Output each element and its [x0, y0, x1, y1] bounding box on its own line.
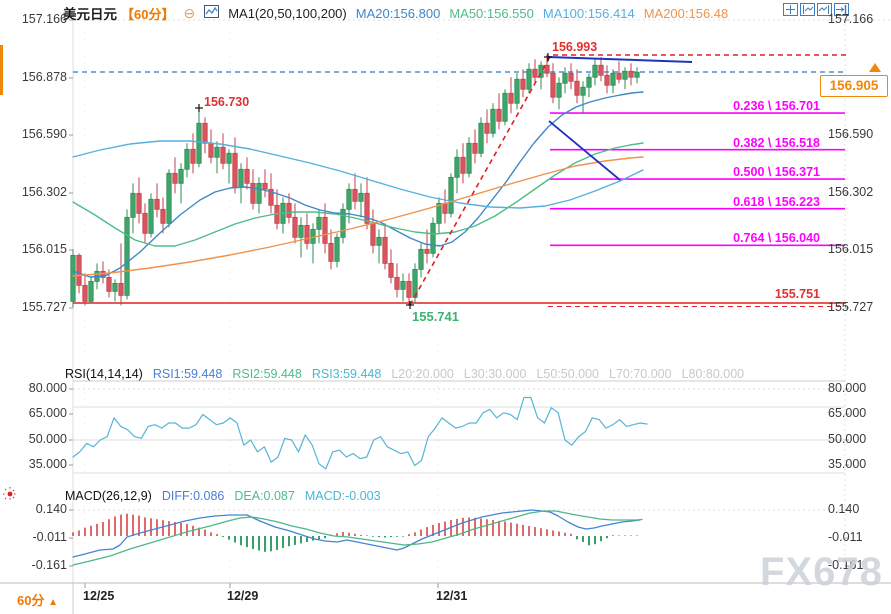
macd-diff-line: [72, 509, 641, 558]
rsi-level-80: L80:80.000: [681, 367, 745, 381]
price-axis-label: 155.727: [828, 300, 874, 314]
current-price-box: 156.905: [820, 75, 888, 97]
price-arrow: [869, 63, 881, 72]
rsi-level-20: L20:20.000: [391, 367, 454, 381]
macd-histogram: [72, 513, 638, 552]
ma200-value: MA200:156.48: [643, 5, 729, 21]
fib-level-label: 0.618 \ 156.223: [733, 195, 820, 209]
watermark: FX678: [760, 550, 883, 594]
rsi-axis-label: 80.000: [28, 381, 67, 395]
axis-left-chart-icon[interactable]: [800, 3, 815, 16]
rsi-level-70: L70:70.000: [609, 367, 672, 381]
ma-line-ma50: [72, 142, 644, 247]
rsi-header: RSI(14,14,14) RSI1:59.448 RSI2:59.448 RS…: [65, 367, 744, 381]
price-axis-label: 156.302: [21, 185, 67, 199]
ma-settings-label: MA1(20,50,100,200): [228, 5, 347, 21]
ma-line-ma200: [72, 156, 644, 277]
macd-title[interactable]: MACD(26,12,9): [65, 489, 152, 503]
macd-header: MACD(26,12,9) DIFF:0.086 DEA:0.087 MACD:…: [65, 489, 381, 503]
price-axis-label: 157.166: [21, 12, 67, 26]
timeframe-text: 60分: [17, 593, 45, 608]
rsi3-value: RSI3:59.448: [311, 367, 382, 381]
diff-value: DIFF:0.086: [161, 489, 225, 503]
collapse-icon[interactable]: ⊖: [183, 4, 196, 21]
chart-header: 美元日元 【60分】 ⊖ MA1(20,50,100,200) MA20:156…: [63, 3, 728, 23]
price-axis-label: 156.015: [21, 242, 67, 256]
price-axis-label: 156.878: [21, 70, 67, 84]
rsi1-value: RSI1:59.448: [152, 367, 223, 381]
macd-axis-label: -0.011: [32, 530, 67, 544]
price-axis-label: 155.727: [21, 300, 67, 314]
low-price-annotation: 155.741: [412, 309, 459, 324]
price-axis-label: 157.166: [828, 12, 874, 26]
snap-right-icon[interactable]: [834, 3, 849, 16]
rsi-axis-label: 50.000: [828, 432, 867, 446]
ma-line-ma100: [72, 140, 644, 209]
alert-blink-icon: [2, 486, 18, 507]
ma100-value: MA100:156.414: [542, 5, 635, 21]
rsi-level-50: L50:50.000: [536, 367, 600, 381]
horizontal-lines: [73, 54, 846, 308]
dea-value: DEA:0.087: [234, 489, 295, 503]
grid-lines: [0, 14, 891, 614]
price-axis-label: 156.590: [828, 127, 874, 141]
candles: [70, 54, 640, 308]
fib-level-label: 0.500 \ 156.371: [733, 165, 820, 179]
fib-level-label: 0.382 \ 156.518: [733, 136, 820, 150]
rsi-axis-label: 80.000: [828, 381, 867, 395]
left-scroll-handle[interactable]: [0, 45, 3, 95]
price-axis-label: 156.590: [21, 127, 67, 141]
chart-toolbar: [783, 3, 849, 16]
rsi-axis-label: 35.000: [28, 457, 67, 471]
macd-value: MACD:-0.003: [304, 489, 381, 503]
macd-axis-label: -0.161: [828, 558, 864, 572]
date-axis-label: 12/25: [83, 589, 115, 603]
up-triangle-icon: ▲: [48, 597, 58, 608]
macd-axis-label: 0.140: [35, 502, 67, 516]
macd-dea-line: [72, 510, 643, 566]
fib-level-label: 0.236 \ 156.701: [733, 99, 820, 113]
price-axis-label: 156.302: [828, 185, 874, 199]
support-price-annotation: 155.751: [774, 287, 820, 301]
rsi-axis-label: 35.000: [828, 457, 867, 471]
price-up-arrow-icon: [869, 63, 881, 72]
swing-high-annotation: 156.730: [204, 95, 250, 109]
fibonacci-lines: [550, 112, 845, 247]
rsi-axis-label: 50.000: [28, 432, 67, 446]
rsi-axis-label: 65.000: [828, 406, 867, 420]
date-axis-label: 12/29: [227, 589, 259, 603]
rsi2-value: RSI2:59.448: [232, 367, 302, 381]
timeframe-selector[interactable]: 60分 ▲: [17, 590, 58, 609]
rsi-axis-label: 65.000: [28, 406, 67, 420]
macd-axis-label: -0.011: [828, 530, 863, 544]
cross-markers: [195, 53, 552, 309]
rsi-level-30: L30:30.000: [463, 367, 527, 381]
trend-lines: [409, 54, 693, 306]
ma20-value: MA20:156.800: [355, 5, 441, 21]
pan-move-icon[interactable]: [783, 3, 798, 16]
ma-line-ma20: [72, 91, 644, 278]
rsi-line: [72, 396, 648, 470]
timeframe-label: 【60分】: [121, 6, 175, 22]
price-axis-label: 156.015: [828, 242, 874, 256]
ma50-value: MA50:156.550: [449, 5, 534, 21]
macd-axis-label: -0.161: [31, 558, 67, 572]
candlestick-chart-icon[interactable]: [204, 5, 220, 21]
symbol-title: 美元日元: [63, 7, 117, 22]
high-price-annotation: 156.993: [552, 40, 598, 54]
date-axis-label: 12/31: [436, 589, 468, 603]
rsi-title[interactable]: RSI(14,14,14): [65, 367, 143, 381]
macd-axis-label: 0.140: [828, 502, 860, 516]
axis-right-chart-icon[interactable]: [817, 3, 832, 16]
fib-level-label: 0.764 \ 156.040: [733, 231, 820, 245]
